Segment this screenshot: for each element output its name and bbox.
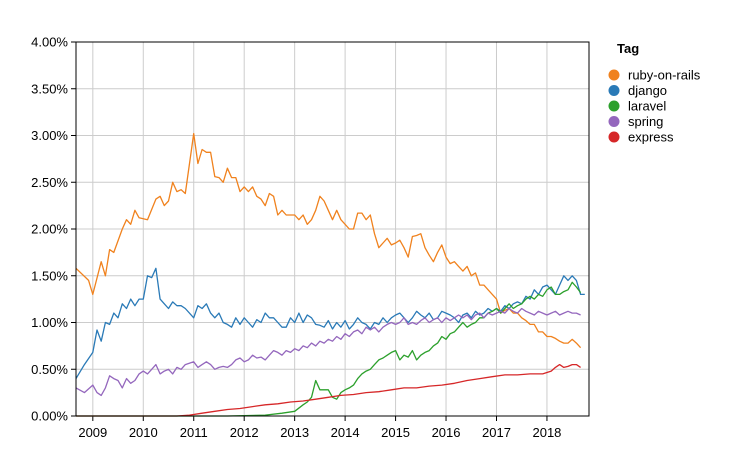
series-line-laravel: [76, 281, 582, 417]
x-tick-label: 2016: [432, 425, 461, 440]
legend-marker-spring: [608, 116, 620, 127]
x-tick-label: 2015: [381, 425, 410, 440]
y-tick-label: 1.50%: [31, 268, 68, 283]
y-tick-label: 0.00%: [31, 409, 68, 424]
series-line-spring: [75, 307, 581, 397]
y-tick-label: 3.00%: [31, 128, 68, 143]
legend: Tag ruby-on-railsdjangolaravelspringexpr…: [608, 41, 701, 145]
legend-marker-express: [608, 131, 620, 143]
series-line-django: [75, 267, 585, 379]
y-tick-label: 2.50%: [31, 175, 68, 190]
series-line-ruby-on-rails: [75, 132, 582, 349]
y-tick-label: 2.00%: [31, 222, 68, 237]
series-lines: [75, 132, 585, 417]
y-tick-label: 4.00%: [31, 35, 68, 50]
y-tick-label: 1.00%: [31, 315, 68, 330]
x-tick-label: 2011: [180, 425, 208, 440]
legend-label-ruby-on-rails: ruby-on-rails: [628, 68, 701, 83]
legend-title: Tag: [617, 41, 639, 56]
y-tick-label: 3.50%: [31, 81, 68, 96]
legend-marker-laravel: [608, 100, 620, 112]
series-line-express: [76, 363, 581, 417]
x-tick-label: 2014: [331, 425, 360, 440]
x-tick-label: 2013: [280, 425, 309, 440]
x-tick-label: 2012: [230, 425, 259, 440]
x-tick-label: 2018: [532, 425, 561, 440]
grid-lines: [76, 41, 589, 417]
x-tick-label: 2009: [78, 425, 107, 440]
legend-marker-django: [608, 85, 620, 96]
legend-label-express: express: [628, 130, 674, 145]
legend-label-spring: spring: [628, 114, 663, 129]
y-axis-ticks: 0.00% 0.50% 1.00% 1.50% 2.00% 2.50% 3.00% 3.50%…: [31, 35, 76, 424]
legend-marker-ruby-on-rails: [608, 69, 620, 81]
x-axis-ticks: 2009 2010 2011 2012 2013 2014 2015 2016 2017 2018: [78, 416, 561, 440]
plot-border: [75, 41, 590, 417]
y-tick-label: 0.50%: [31, 362, 68, 377]
x-tick-label: 2010: [129, 425, 158, 440]
legend-label-django: django: [628, 83, 667, 98]
legend-label-laravel: laravel: [628, 99, 666, 114]
x-tick-label: 2017: [482, 425, 511, 440]
